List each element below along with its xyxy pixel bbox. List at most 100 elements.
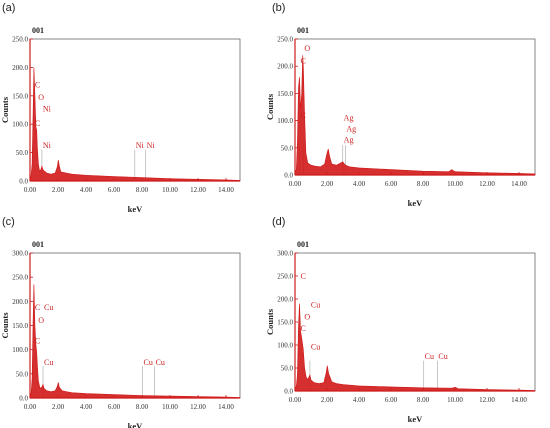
spectrum-header-b: 001 [297, 26, 309, 35]
x-tick-label-c-4: 8.00 [136, 403, 149, 411]
element-label-a-5: Ni [136, 141, 145, 150]
x-tick-label-a-3: 6.00 [108, 186, 121, 194]
y-tick-label-b-5: 250.0 [277, 36, 293, 44]
element-label-d-2: O [304, 313, 310, 322]
plot-frame-c [29, 252, 241, 399]
y-tick-label-d-6: 300.0 [277, 250, 293, 258]
x-tick-label-c-6: 12.00 [190, 403, 206, 411]
element-label-d-1: Cu [311, 300, 320, 309]
x-tick-label-c-3: 6.00 [108, 403, 121, 411]
element-label-b-2: C [300, 111, 305, 120]
y-tick-label-d-4: 200.0 [277, 296, 293, 304]
y-tick-label-b-4: 200.0 [277, 63, 293, 71]
element-label-d-4: Cu [311, 343, 320, 352]
plot-frame-d [294, 252, 536, 392]
element-label-c-0: C [35, 303, 40, 312]
y-tick-label-c-0: 0.0 [19, 395, 28, 403]
spectrum-trace-a [29, 67, 241, 182]
x-tick-label-a-0: 0.00 [24, 186, 37, 194]
element-label-b-3: Ag [344, 114, 354, 123]
x-tick-label-d-0: 0.00 [289, 396, 302, 404]
element-label-c-6: Cu [156, 358, 165, 367]
x-tick-label-d-4: 8.00 [417, 396, 430, 404]
y-axis-label-a: Counts [0, 96, 10, 123]
spectrum-trace-d [294, 303, 536, 392]
y-axis-label-c: Counts [0, 312, 10, 339]
x-tick-label-a-1: 2.00 [52, 186, 65, 194]
element-label-d-6: Cu [438, 352, 447, 361]
x-tick-label-d-1: 2.00 [321, 396, 334, 404]
spectrum-header-a: 001 [32, 26, 44, 35]
y-tick-label-b-0: 0.0 [284, 172, 293, 180]
element-label-a-4: Ni [43, 141, 52, 150]
x-tick-label-c-7: 14.00 [218, 403, 234, 411]
spectrum-trace-b [294, 55, 536, 176]
x-axis-label-b: keV [408, 198, 424, 208]
y-tick-label-c-4: 200.0 [12, 298, 28, 306]
element-label-d-0: C [300, 272, 305, 281]
y-tick-label-a-3: 150.0 [12, 92, 28, 100]
element-label-a-3: C [35, 119, 40, 128]
x-tick-label-d-3: 6.00 [385, 396, 398, 404]
x-tick-label-b-2: 4.00 [353, 180, 366, 188]
element-label-b-1: C [300, 56, 305, 65]
y-tick-label-b-1: 50.0 [281, 144, 294, 152]
y-tick-label-a-1: 50.0 [16, 149, 29, 157]
x-tick-label-b-6: 12.00 [479, 180, 495, 188]
element-label-a-6: Ni [147, 141, 156, 150]
x-axis-label-d: keV [408, 414, 424, 424]
spectrum-header-d: 001 [297, 240, 309, 249]
x-tick-label-c-0: 0.00 [24, 403, 37, 411]
x-tick-label-a-2: 4.00 [80, 186, 93, 194]
y-tick-label-d-2: 100.0 [277, 342, 293, 350]
y-tick-label-c-1: 50.0 [16, 370, 29, 378]
x-tick-label-c-5: 10.00 [162, 403, 178, 411]
spectrum-trace-c [29, 284, 241, 399]
element-label-c-5: Cu [144, 358, 153, 367]
y-axis-label-b: Counts [265, 93, 275, 120]
element-label-b-0: O [304, 44, 310, 53]
element-label-c-3: C [35, 336, 40, 345]
y-tick-label-a-5: 250.0 [12, 36, 28, 44]
element-label-a-2: Ni [43, 105, 52, 114]
y-tick-label-a-2: 100.0 [12, 121, 28, 129]
y-tick-label-d-3: 150.0 [277, 319, 293, 327]
y-axis-label-d: Counts [265, 308, 275, 335]
y-tick-label-b-3: 150.0 [277, 90, 293, 98]
y-tick-label-c-2: 100.0 [12, 346, 28, 354]
x-tick-label-b-1: 2.00 [321, 180, 334, 188]
element-label-d-3: C [300, 324, 305, 333]
x-tick-label-d-2: 4.00 [353, 396, 366, 404]
x-tick-label-b-3: 6.00 [385, 180, 398, 188]
element-label-c-2: O [38, 316, 44, 325]
x-tick-label-b-5: 10.00 [447, 180, 463, 188]
x-tick-label-b-0: 0.00 [289, 180, 302, 188]
panel-label-a: (a) [2, 2, 16, 14]
element-label-a-1: O [38, 93, 44, 102]
y-tick-label-c-5: 250.0 [12, 274, 28, 282]
x-tick-label-d-7: 14.00 [511, 396, 527, 404]
spectrum-header-c: 001 [32, 240, 44, 249]
x-tick-label-a-4: 8.00 [136, 186, 149, 194]
y-tick-label-a-0: 0.0 [19, 178, 28, 186]
x-axis-label-a: keV [128, 204, 144, 214]
y-tick-label-d-5: 250.0 [277, 273, 293, 281]
x-tick-label-d-6: 12.00 [479, 396, 495, 404]
x-tick-label-c-1: 2.00 [52, 403, 65, 411]
y-tick-label-c-3: 150.0 [12, 322, 28, 330]
x-tick-label-a-7: 14.00 [218, 186, 234, 194]
y-tick-label-d-0: 0.0 [284, 388, 293, 396]
x-tick-label-d-5: 10.00 [447, 396, 463, 404]
element-label-b-4: Ag [346, 124, 356, 133]
y-tick-label-d-1: 50.0 [281, 365, 294, 373]
x-tick-label-b-4: 8.00 [417, 180, 430, 188]
x-tick-label-c-2: 4.00 [80, 403, 93, 411]
element-label-b-5: Ag [344, 135, 354, 144]
x-tick-label-a-6: 12.00 [190, 186, 206, 194]
plot-frame-b [294, 38, 536, 176]
panel-label-d: (d) [272, 216, 286, 228]
x-axis-label-c: keV [128, 421, 144, 428]
element-label-c-4: Cu [44, 358, 53, 367]
element-label-c-1: Cu [44, 303, 53, 312]
